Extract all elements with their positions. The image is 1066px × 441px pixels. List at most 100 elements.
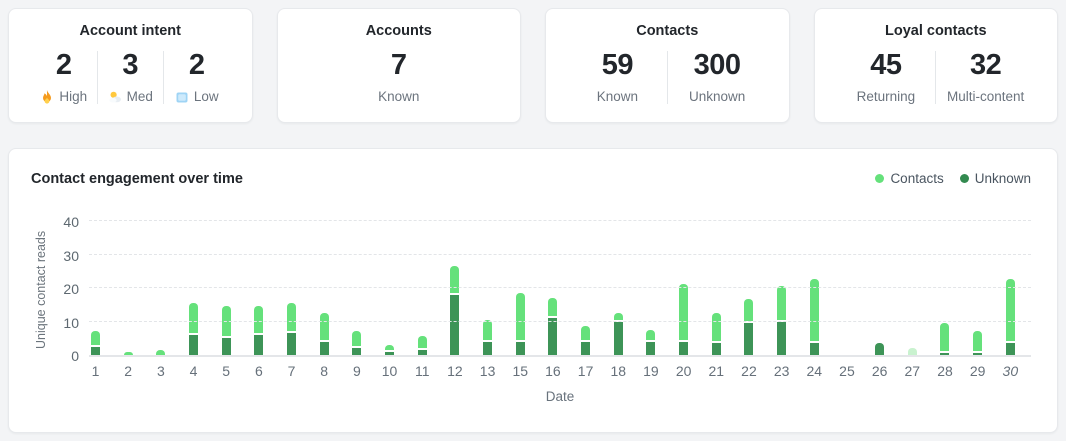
stat-value: 32: [969, 49, 1002, 81]
x-tick-3: 3: [156, 363, 165, 379]
x-tick-27: 27: [904, 363, 921, 379]
chart-title: Contact engagement over time: [31, 171, 243, 187]
card-account-intent: Account intent 2 High 3 Med 2 Low: [8, 8, 253, 123]
x-tick-4: 4: [189, 363, 198, 379]
bar-segment-contacts: [679, 284, 689, 340]
card-accounts: Accounts 7 Known: [276, 8, 521, 123]
legend-item-contacts[interactable]: Contacts: [875, 171, 944, 186]
y-tick-20: 20: [63, 281, 79, 297]
x-tick-11: 11: [414, 363, 430, 379]
bar-day-4: [189, 302, 199, 355]
stat-value: 59: [601, 49, 634, 81]
y-tick-0: 0: [71, 348, 79, 364]
bar-day-19: [646, 329, 656, 355]
x-tick-8: 8: [320, 363, 329, 379]
bar-segment-contacts: [287, 302, 297, 332]
bar-segment-contacts: [450, 265, 460, 293]
bar-segment-unknown: [352, 348, 362, 355]
bar-segment-unknown: [646, 341, 656, 355]
stat-value: 300: [693, 49, 741, 81]
bar-day-24: [809, 279, 819, 355]
bar-segment-contacts: [319, 312, 329, 340]
legend-item-unknown[interactable]: Unknown: [959, 171, 1031, 186]
x-tick-16: 16: [545, 363, 561, 379]
bar-segment-unknown: [581, 341, 591, 355]
x-tick-5: 5: [222, 363, 231, 379]
x-tick-1: 1: [91, 363, 100, 379]
bar-segment-unknown: [319, 341, 329, 355]
stat-known: 7 Known: [300, 51, 499, 105]
y-axis-ticks: 0 10 20 30 40: [45, 215, 79, 363]
bar-segment-contacts: [123, 351, 133, 355]
bar-segment-unknown: [91, 346, 100, 355]
bar-day-11: [417, 336, 427, 355]
x-tick-6: 6: [254, 363, 263, 379]
stat-label: Returning: [856, 89, 916, 104]
bar-segment-contacts: [581, 326, 591, 340]
stat-multi-content: 32 Multi-content: [935, 51, 1035, 104]
bar-segment-contacts: [744, 299, 754, 322]
plot-area: [89, 220, 1031, 357]
x-tick-22: 22: [741, 363, 757, 379]
legend-dot-unknown-icon: [959, 174, 969, 183]
bar-segment-unknown: [515, 341, 525, 355]
stat-label: Known: [596, 89, 639, 104]
stat-groups: 2 High 3 Med 2 Low: [21, 51, 240, 104]
bar-segment-contacts: [417, 336, 427, 348]
x-tick-12: 12: [447, 363, 463, 379]
bar-segment-contacts: [189, 302, 199, 333]
engagement-chart-card: Contact engagement over time Contacts Un…: [8, 148, 1058, 433]
bar-segment-contacts: [548, 297, 558, 317]
card-title: Contacts: [636, 23, 699, 39]
bar-segment-unknown: [287, 333, 297, 355]
bar-segment-contacts: [91, 331, 100, 345]
stat-groups: 45 Returning 32 Multi-content: [827, 51, 1046, 104]
stat-low: 2 Low: [163, 51, 230, 104]
bar-day-9: [352, 331, 362, 355]
bar-day-17: [581, 326, 591, 355]
bar-segment-unknown: [613, 321, 623, 355]
bar-segment-unknown: [679, 341, 689, 355]
x-tick-26: 26: [871, 363, 888, 379]
stat-high: 2 High: [31, 51, 97, 104]
stat-label: High: [40, 89, 87, 104]
bar-day-5: [221, 306, 231, 355]
x-tick-24: 24: [806, 363, 823, 379]
bar-segment-contacts: [515, 292, 525, 340]
bar-segment-unknown: [385, 351, 395, 355]
card-contacts: Contacts 59 Known 300 Unknown: [545, 8, 790, 123]
bar-segment-unknown: [254, 334, 264, 355]
card-title: Account intent: [79, 23, 182, 39]
legend-label: Unknown: [974, 171, 1031, 186]
bar-day-3: [156, 349, 166, 355]
stat-groups: 7 Known: [290, 51, 509, 105]
stat-med: 3 Med: [96, 51, 164, 104]
bar-day-21: [711, 312, 721, 355]
bar-segment-contacts: [907, 348, 917, 355]
stat-groups: 59 Known 300 Unknown: [558, 51, 777, 104]
bar-segment-unknown: [483, 341, 493, 355]
bar-day-20: [679, 284, 689, 355]
bar-day-12: [450, 265, 460, 355]
chart-header: Contact engagement over time Contacts Un…: [9, 149, 1057, 187]
y-tick-40: 40: [63, 214, 79, 230]
stats-row: Account intent 2 High 3 Med 2 Low Accounts 7 K…: [0, 0, 1066, 123]
bar-day-28: [940, 322, 950, 355]
bar-segment-unknown: [940, 353, 950, 355]
bar-segment-contacts: [352, 331, 362, 347]
bar-day-10: [385, 344, 395, 355]
stat-value: 2: [188, 49, 205, 81]
bar-segment-contacts: [711, 312, 721, 342]
gridline-30: [89, 253, 1031, 255]
bar-segment-unknown: [221, 338, 231, 355]
x-tick-30: 30: [1002, 363, 1019, 379]
gridline-20: [89, 287, 1031, 288]
bar-day-29: [973, 331, 983, 355]
stat-known: 59 Known: [568, 49, 667, 105]
bar-segment-unknown: [777, 321, 787, 355]
bar-segment-contacts: [483, 319, 493, 340]
bar-segment-unknown: [417, 349, 427, 355]
legend-dot-contacts-icon: [875, 174, 885, 183]
x-tick-10: 10: [381, 363, 398, 379]
